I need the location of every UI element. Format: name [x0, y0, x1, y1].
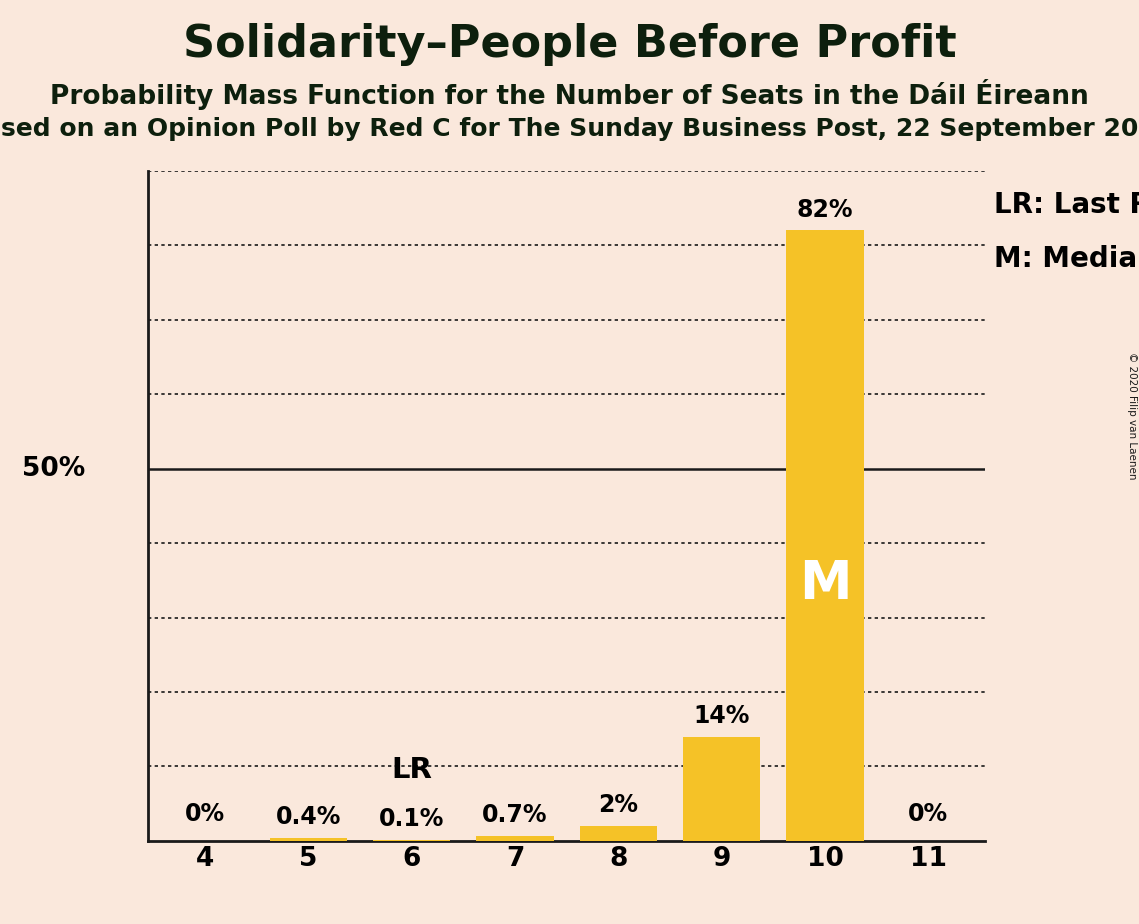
Text: 50%: 50% [22, 456, 85, 481]
Text: Solidarity–People Before Profit: Solidarity–People Before Profit [182, 23, 957, 67]
Text: Based on an Opinion Poll by Red C for The Sunday Business Post, 22 September 201: Based on an Opinion Poll by Red C for Th… [0, 117, 1139, 141]
Text: 0%: 0% [185, 802, 226, 826]
Text: 0.7%: 0.7% [482, 803, 548, 827]
Bar [270, 838, 347, 841]
Text: 82%: 82% [797, 198, 853, 222]
Bar [786, 230, 863, 841]
Text: 0.1%: 0.1% [379, 808, 444, 832]
Text: 2%: 2% [598, 793, 638, 817]
Text: LR: LR [391, 756, 432, 784]
Text: © 2020 Filip van Laenen: © 2020 Filip van Laenen [1126, 352, 1137, 480]
Text: 14%: 14% [694, 704, 749, 728]
Text: 0%: 0% [908, 802, 949, 826]
Bar [580, 826, 657, 841]
Bar [683, 736, 761, 841]
Text: Probability Mass Function for the Number of Seats in the Dáil Éireann: Probability Mass Function for the Number… [50, 79, 1089, 110]
Text: M: Median: M: Median [993, 245, 1139, 273]
Text: 0.4%: 0.4% [276, 805, 341, 829]
Text: LR: Last Result: LR: Last Result [993, 191, 1139, 219]
Text: M: M [798, 558, 851, 611]
Bar [476, 835, 554, 841]
